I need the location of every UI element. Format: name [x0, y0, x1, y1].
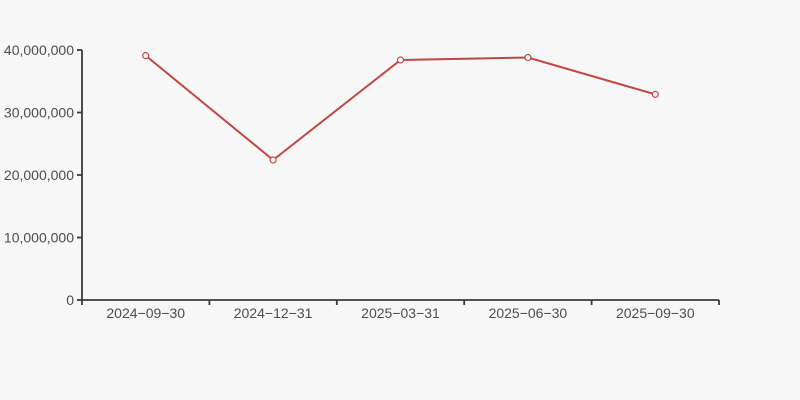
- y-tick-label: 30,000,000: [4, 105, 74, 121]
- y-tick-label: 0: [66, 292, 74, 308]
- series-line: [144, 54, 657, 161]
- y-tick-label: 40,000,000: [4, 42, 74, 58]
- data-point-marker: [651, 90, 659, 98]
- data-point-marker: [142, 52, 150, 60]
- x-tick-label: 2025−09−30: [616, 305, 695, 321]
- data-point-marker: [524, 53, 532, 62]
- y-tick-label: 20,000,000: [4, 167, 74, 183]
- data-point-marker: [396, 56, 405, 64]
- y-tick-label: 10,000,000: [4, 230, 74, 246]
- x-tick-label: 2024−09−30: [106, 305, 185, 321]
- x-tick-label: 2025−03−31: [361, 305, 440, 321]
- x-tick-label: 2025−06−30: [489, 305, 568, 321]
- x-tick-label: 2024−12−31: [234, 305, 313, 321]
- data-point-marker: [269, 156, 277, 164]
